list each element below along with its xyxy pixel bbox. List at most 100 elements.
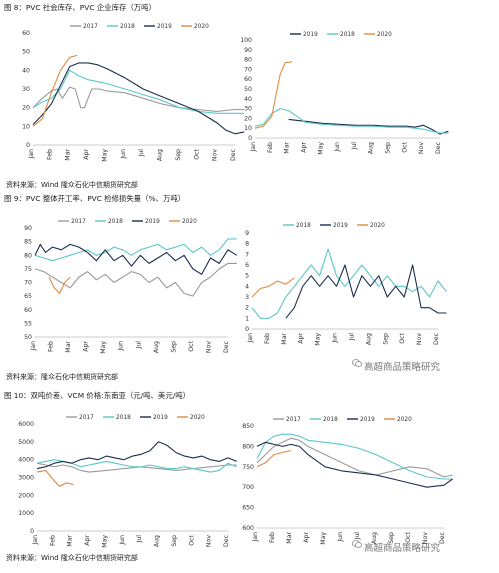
c6-x-tick-label: Jan [252, 532, 259, 543]
c6-legend-label-2018: 2018 [323, 417, 338, 423]
c1-series-2017 [32, 86, 245, 112]
c6-x-tick-label: Oct [405, 531, 412, 542]
c4-y-tick-label: 7 [245, 251, 249, 258]
c5-x-tick-label: Mar [67, 535, 74, 547]
c1-x-tick-label: Apr [83, 149, 90, 160]
c1-y-tick-label: 40 [22, 67, 30, 74]
c5-x-tick-label: Apr [84, 535, 91, 546]
c4-y-tick-label: 8 [245, 241, 249, 248]
c5-y-tick-label: 0 [30, 528, 34, 535]
c2-series-2018 [254, 108, 449, 134]
c2-x-tick-label: Mar [284, 142, 291, 154]
c2-y-tick-label: 40 [244, 96, 252, 103]
c1-x-tick-label: Feb [46, 149, 53, 160]
c6-y-tick-label: 600 [242, 525, 254, 532]
c1-x-tick-label: Aug [157, 149, 164, 161]
c1-x-tick-label: Oct [193, 148, 200, 159]
c5-x-tick-label: Nov [206, 535, 213, 547]
c5-y-tick-label: 2000 [18, 492, 34, 499]
c6-x-tick-label: Aug [371, 532, 378, 544]
c3-y-tick-label: 75 [24, 266, 32, 273]
c2-x-tick-label: Feb [267, 142, 274, 153]
c3-x-tick-label: May [100, 341, 107, 354]
source-note-2: 资料来源：隆众石化中信期货研究部 [6, 373, 118, 381]
c4-x-tick-label: Aug [365, 333, 372, 345]
c1-y-tick-label: 60 [22, 30, 30, 37]
c1-y-tick-label: 10 [22, 123, 30, 130]
c6-x-tick-label: Nov [422, 532, 429, 544]
c4-y-tick-label: 1 [245, 315, 249, 322]
c3-x-tick-label: Oct [188, 340, 195, 351]
c2-x-tick-label: Sep [385, 142, 392, 154]
c3-series-2019 [34, 243, 238, 275]
c1-x-tick-label: Dec [230, 148, 237, 161]
c2-y-tick-label: 50 [244, 86, 252, 93]
c4-series-2020 [251, 277, 295, 298]
c1-series-2019 [32, 62, 245, 135]
c2-y-tick-label: 90 [244, 47, 252, 54]
c5-series-2019 [36, 441, 237, 470]
source-note-1: 资料来源：Wind 隆众石化中信期货研究部 [6, 181, 138, 189]
c1-legend-label-2020: 2020 [194, 24, 209, 30]
c1-x-tick-label: Jan [28, 149, 35, 160]
c5-y-tick-label: 1000 [18, 510, 34, 517]
c4-x-tick-label: Apr [298, 333, 305, 344]
c3-legend-label-2019: 2019 [145, 219, 160, 225]
c3-x-tick-label: Feb [48, 341, 55, 352]
c3-y-tick-label: 55 [24, 320, 32, 327]
c3-y-tick-label: 70 [24, 280, 32, 287]
c5-x-tick-label: Dec [223, 534, 230, 547]
c3-y-tick-label: 60 [24, 307, 32, 314]
c2-y-tick-label: 20 [244, 115, 252, 122]
c3-y-tick-label: 50 [24, 334, 32, 341]
c3-legend-label-2020: 2020 [182, 219, 197, 225]
c6-x-tick-label: Jun [337, 532, 344, 543]
c4-legend-label-2020: 2020 [370, 223, 385, 229]
c3-x-tick-label: Jan [30, 341, 37, 352]
c4-y-tick-label: 5 [245, 273, 249, 280]
c3-series-2018 [34, 238, 237, 262]
c3-x-tick-label: Nov [205, 341, 212, 353]
c5-x-tick-label: Jan [32, 535, 39, 546]
c5-x-tick-label: Jun [119, 535, 126, 546]
figure-9-caption: 图 9：PVC 整体开工率、PVC 检修损失量（%、万吨） [4, 194, 186, 203]
watermark-text-2: 高超商品策略研究 [364, 543, 441, 554]
c5-x-tick-label: Aug [154, 535, 161, 547]
c6-series-2017 [256, 437, 453, 478]
c1-legend-label-2017: 2017 [83, 24, 98, 30]
c3-legend-label-2017: 2017 [71, 219, 86, 225]
c6-x-tick-label: Dec [439, 531, 446, 544]
c1-series-2020 [32, 54, 78, 127]
c4-y-tick-label: 0 [245, 326, 249, 333]
c3-x-tick-label: Sep [170, 341, 177, 353]
c2-legend-label-2020: 2020 [377, 32, 392, 38]
c2-y-tick-label: 0 [248, 135, 252, 142]
c1-x-tick-label: Sep [175, 149, 182, 161]
c6-y-tick-label: 700 [242, 484, 254, 491]
c1-y-tick-label: 50 [22, 49, 30, 56]
c2-x-tick-label: Dec [435, 141, 442, 154]
c3-y-tick-label: 80 [24, 252, 32, 259]
c1-x-tick-label: Nov [212, 149, 219, 161]
c4-x-tick-label: Nov [416, 333, 423, 345]
c1-y-tick-label: 20 [22, 105, 30, 112]
watermark-2: 高超商品策略研究 [352, 540, 440, 554]
c6-x-tick-label: Apr [303, 532, 310, 543]
c6-y-tick-label: 800 [242, 443, 254, 450]
c4-x-tick-label: May [315, 333, 322, 346]
c4-y-tick-label: 3 [245, 294, 249, 301]
c1-legend-label-2018: 2018 [120, 24, 135, 30]
c5-x-tick-label: Oct [188, 534, 195, 545]
c4-legend-label-2018: 2018 [296, 223, 311, 229]
source-note-3: 资料来源：Wind 隆众石化中信期货研究部 [6, 554, 138, 562]
c3-x-tick-label: Dec [223, 340, 230, 353]
c2-y-tick-label: 60 [244, 76, 252, 83]
c5-y-tick-label: 6000 [18, 421, 34, 428]
c5-legend-label-2017: 2017 [79, 415, 94, 421]
c6-legend-label-2019: 2019 [360, 417, 375, 423]
c4-x-tick-label: Jul [348, 333, 355, 342]
c1-x-tick-label: Jun [120, 149, 127, 160]
c4-series-2019 [285, 264, 447, 319]
c6-series-2020 [256, 449, 292, 468]
